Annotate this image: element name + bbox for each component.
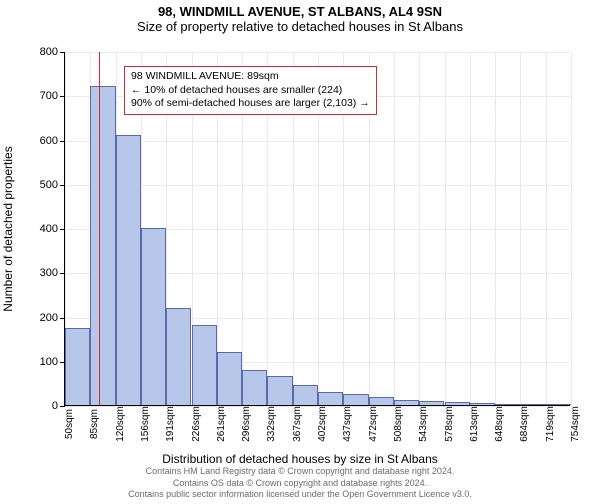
title-subtitle: Size of property relative to detached ho… bbox=[0, 19, 600, 34]
histogram-bar bbox=[166, 308, 191, 405]
y-tick-label: 100 bbox=[0, 356, 58, 368]
histogram-bar bbox=[217, 352, 242, 405]
x-tick-label: 332sqm bbox=[266, 406, 277, 442]
histogram-bar bbox=[318, 392, 343, 405]
x-tick-label: 156sqm bbox=[140, 406, 151, 442]
footer-line-1: Contains HM Land Registry data © Crown c… bbox=[0, 466, 600, 477]
x-gridline bbox=[546, 52, 547, 405]
y-tick-label: 700 bbox=[0, 90, 58, 102]
legend-line: ← 10% of detached houses are smaller (22… bbox=[131, 84, 370, 98]
x-tick-label: 261sqm bbox=[216, 406, 227, 442]
x-tick-label: 120sqm bbox=[115, 406, 126, 442]
histogram-bar bbox=[343, 394, 368, 405]
histogram-bar bbox=[192, 325, 217, 405]
x-gridline bbox=[571, 52, 572, 405]
x-tick-label: 402sqm bbox=[317, 406, 328, 442]
histogram-bar bbox=[369, 397, 394, 405]
chart-title: 98, WINDMILL AVENUE, ST ALBANS, AL4 9SN … bbox=[0, 4, 600, 34]
x-tick-label: 472sqm bbox=[368, 406, 379, 442]
y-tick-mark bbox=[60, 406, 65, 407]
x-gridline bbox=[495, 52, 496, 405]
x-tick-label: 578sqm bbox=[444, 406, 455, 442]
histogram-bar bbox=[242, 370, 267, 405]
histogram-bar bbox=[470, 403, 495, 405]
histogram-bar bbox=[90, 86, 115, 405]
x-gridline bbox=[520, 52, 521, 405]
y-tick-label: 0 bbox=[0, 400, 58, 412]
x-tick-label: 754sqm bbox=[570, 406, 581, 442]
y-tick-label: 500 bbox=[0, 179, 58, 191]
legend-line: 98 WINDMILL AVENUE: 89sqm bbox=[131, 70, 370, 84]
y-tick-label: 400 bbox=[0, 223, 58, 235]
x-tick-label: 85sqm bbox=[89, 409, 100, 439]
y-tick-label: 600 bbox=[0, 135, 58, 147]
x-tick-label: 296sqm bbox=[241, 406, 252, 442]
x-gridline bbox=[419, 52, 420, 405]
x-gridline bbox=[394, 52, 395, 405]
x-tick-label: 508sqm bbox=[393, 406, 404, 442]
y-tick-label: 800 bbox=[0, 46, 58, 58]
x-tick-label: 613sqm bbox=[469, 406, 480, 442]
histogram-bar bbox=[419, 401, 444, 405]
y-tick-label: 200 bbox=[0, 312, 58, 324]
x-tick-label: 543sqm bbox=[418, 406, 429, 442]
histogram-bar bbox=[293, 385, 318, 405]
histogram-bar bbox=[520, 404, 545, 405]
attribution-footer: Contains HM Land Registry data © Crown c… bbox=[0, 466, 600, 500]
x-gridline bbox=[445, 52, 446, 405]
histogram-bar bbox=[116, 135, 141, 405]
legend-line: 90% of semi-detached houses are larger (… bbox=[131, 97, 370, 111]
x-tick-label: 437sqm bbox=[342, 406, 353, 442]
x-tick-label: 50sqm bbox=[64, 409, 75, 439]
property-marker-line bbox=[99, 52, 100, 405]
title-address: 98, WINDMILL AVENUE, ST ALBANS, AL4 9SN bbox=[0, 4, 600, 19]
histogram-bar bbox=[394, 400, 419, 405]
x-tick-label: 191sqm bbox=[165, 406, 176, 442]
x-tick-label: 684sqm bbox=[519, 406, 530, 442]
histogram-bar bbox=[267, 376, 292, 405]
histogram-bar bbox=[65, 328, 90, 405]
footer-line-2: Contains OS data © Crown copyright and d… bbox=[0, 478, 600, 489]
histogram-bar bbox=[141, 228, 166, 405]
histogram-bar bbox=[546, 404, 571, 405]
y-tick-label: 300 bbox=[0, 267, 58, 279]
x-tick-label: 648sqm bbox=[494, 406, 505, 442]
x-gridline bbox=[470, 52, 471, 405]
x-axis-label: Distribution of detached houses by size … bbox=[162, 452, 438, 466]
footer-line-3: Contains public sector information licen… bbox=[0, 489, 600, 500]
histogram-bar bbox=[445, 402, 470, 405]
histogram-bar bbox=[495, 404, 520, 405]
x-tick-label: 226sqm bbox=[191, 406, 202, 442]
x-tick-label: 719sqm bbox=[545, 406, 556, 442]
x-tick-label: 367sqm bbox=[292, 406, 303, 442]
legend-box: 98 WINDMILL AVENUE: 89sqm← 10% of detach… bbox=[124, 66, 377, 115]
